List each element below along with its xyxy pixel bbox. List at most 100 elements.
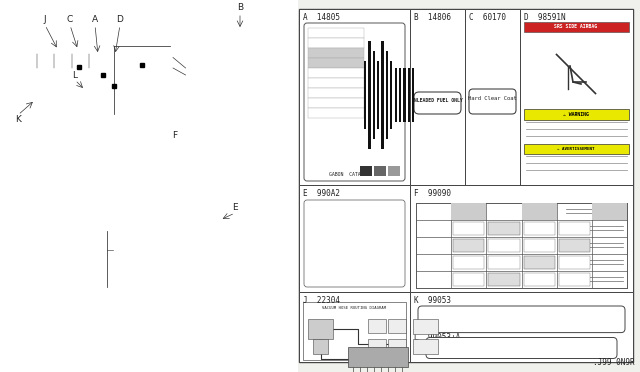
Bar <box>412 68 414 122</box>
Text: ⚠ WARNING: ⚠ WARNING <box>563 112 589 117</box>
Bar <box>367 41 371 150</box>
Bar <box>559 239 590 252</box>
Bar <box>308 98 364 108</box>
Bar <box>395 68 397 122</box>
Bar <box>524 239 555 252</box>
Bar <box>299 292 410 362</box>
Text: L: L <box>72 71 77 80</box>
Bar <box>413 339 438 354</box>
FancyBboxPatch shape <box>414 92 461 114</box>
Text: SRS SIDE AIRBAG: SRS SIDE AIRBAG <box>554 25 598 29</box>
Bar <box>303 302 406 360</box>
Bar <box>408 68 410 122</box>
Text: K: K <box>15 115 21 125</box>
Text: .J99 0N9R: .J99 0N9R <box>593 358 635 367</box>
Text: B  14806: B 14806 <box>414 13 451 22</box>
Text: K  99053: K 99053 <box>414 296 451 305</box>
Bar <box>488 256 520 269</box>
Bar <box>360 166 372 176</box>
Text: B: B <box>237 3 243 13</box>
Bar <box>313 339 328 354</box>
Bar <box>384 61 385 129</box>
FancyBboxPatch shape <box>304 200 405 287</box>
Bar <box>388 319 406 333</box>
Bar <box>410 292 633 362</box>
Text: A: A <box>92 16 98 25</box>
Bar <box>308 108 364 118</box>
Bar <box>397 54 399 136</box>
Text: A  14805: A 14805 <box>303 13 340 22</box>
FancyBboxPatch shape <box>426 337 617 359</box>
Bar <box>368 339 386 353</box>
Bar <box>411 54 412 136</box>
Bar <box>376 61 379 129</box>
Bar <box>524 222 555 235</box>
Bar <box>308 78 364 88</box>
Bar <box>362 27 402 163</box>
Bar <box>388 339 406 353</box>
Bar <box>366 51 367 139</box>
Bar <box>385 51 388 139</box>
Text: D: D <box>116 16 124 25</box>
Bar <box>520 9 633 185</box>
Bar <box>465 9 520 185</box>
Text: Hard Clear Coat: Hard Clear Coat <box>468 96 516 100</box>
FancyBboxPatch shape <box>418 306 625 333</box>
Bar <box>406 54 408 136</box>
Bar <box>299 9 633 362</box>
FancyBboxPatch shape <box>304 23 405 181</box>
Bar <box>371 61 372 129</box>
Bar <box>559 273 590 286</box>
Bar <box>390 61 392 129</box>
Bar <box>488 222 520 235</box>
Bar <box>381 41 383 150</box>
Bar <box>524 22 629 32</box>
Bar <box>308 58 364 68</box>
Bar <box>375 41 376 150</box>
Bar <box>488 239 520 252</box>
Bar <box>399 68 401 122</box>
Text: E: E <box>232 203 238 212</box>
Bar <box>413 319 438 334</box>
Bar <box>453 239 484 252</box>
Bar <box>524 144 629 154</box>
Text: F: F <box>172 131 177 140</box>
Bar <box>308 38 364 48</box>
Text: C  60170: C 60170 <box>469 13 506 22</box>
Bar <box>308 88 364 98</box>
Bar <box>451 203 486 220</box>
Bar <box>308 48 364 58</box>
Text: F  99090: F 99090 <box>414 189 451 198</box>
Bar <box>592 203 627 220</box>
Bar <box>453 256 484 269</box>
Bar <box>488 273 520 286</box>
Bar <box>524 109 629 120</box>
Text: J: J <box>44 16 46 25</box>
Text: D  98591N: D 98591N <box>524 13 566 22</box>
Bar <box>403 68 406 122</box>
Bar <box>410 185 633 292</box>
Bar <box>559 222 590 235</box>
Text: E  990A2: E 990A2 <box>303 189 340 198</box>
Bar <box>368 319 386 333</box>
Text: UNLEADED FUEL ONLY: UNLEADED FUEL ONLY <box>411 97 463 103</box>
Bar <box>374 166 386 176</box>
Bar <box>559 256 590 269</box>
Bar <box>348 347 408 367</box>
Bar <box>453 273 484 286</box>
Bar <box>522 203 557 220</box>
Bar <box>524 273 555 286</box>
Bar <box>372 51 374 139</box>
Text: C: C <box>67 16 73 25</box>
Bar <box>299 185 410 292</box>
Text: VACUUM HOSE ROUTING DIAGRAM: VACUUM HOSE ROUTING DIAGRAM <box>322 306 386 310</box>
Text: L  99053+A: L 99053+A <box>414 333 460 342</box>
Bar <box>410 9 465 185</box>
Bar <box>299 9 410 185</box>
Bar <box>401 54 403 136</box>
Bar <box>308 68 364 78</box>
Bar <box>524 256 555 269</box>
Bar <box>308 319 333 339</box>
Bar <box>379 51 380 139</box>
Text: GABON  CATALYST: GABON CATALYST <box>329 171 372 176</box>
